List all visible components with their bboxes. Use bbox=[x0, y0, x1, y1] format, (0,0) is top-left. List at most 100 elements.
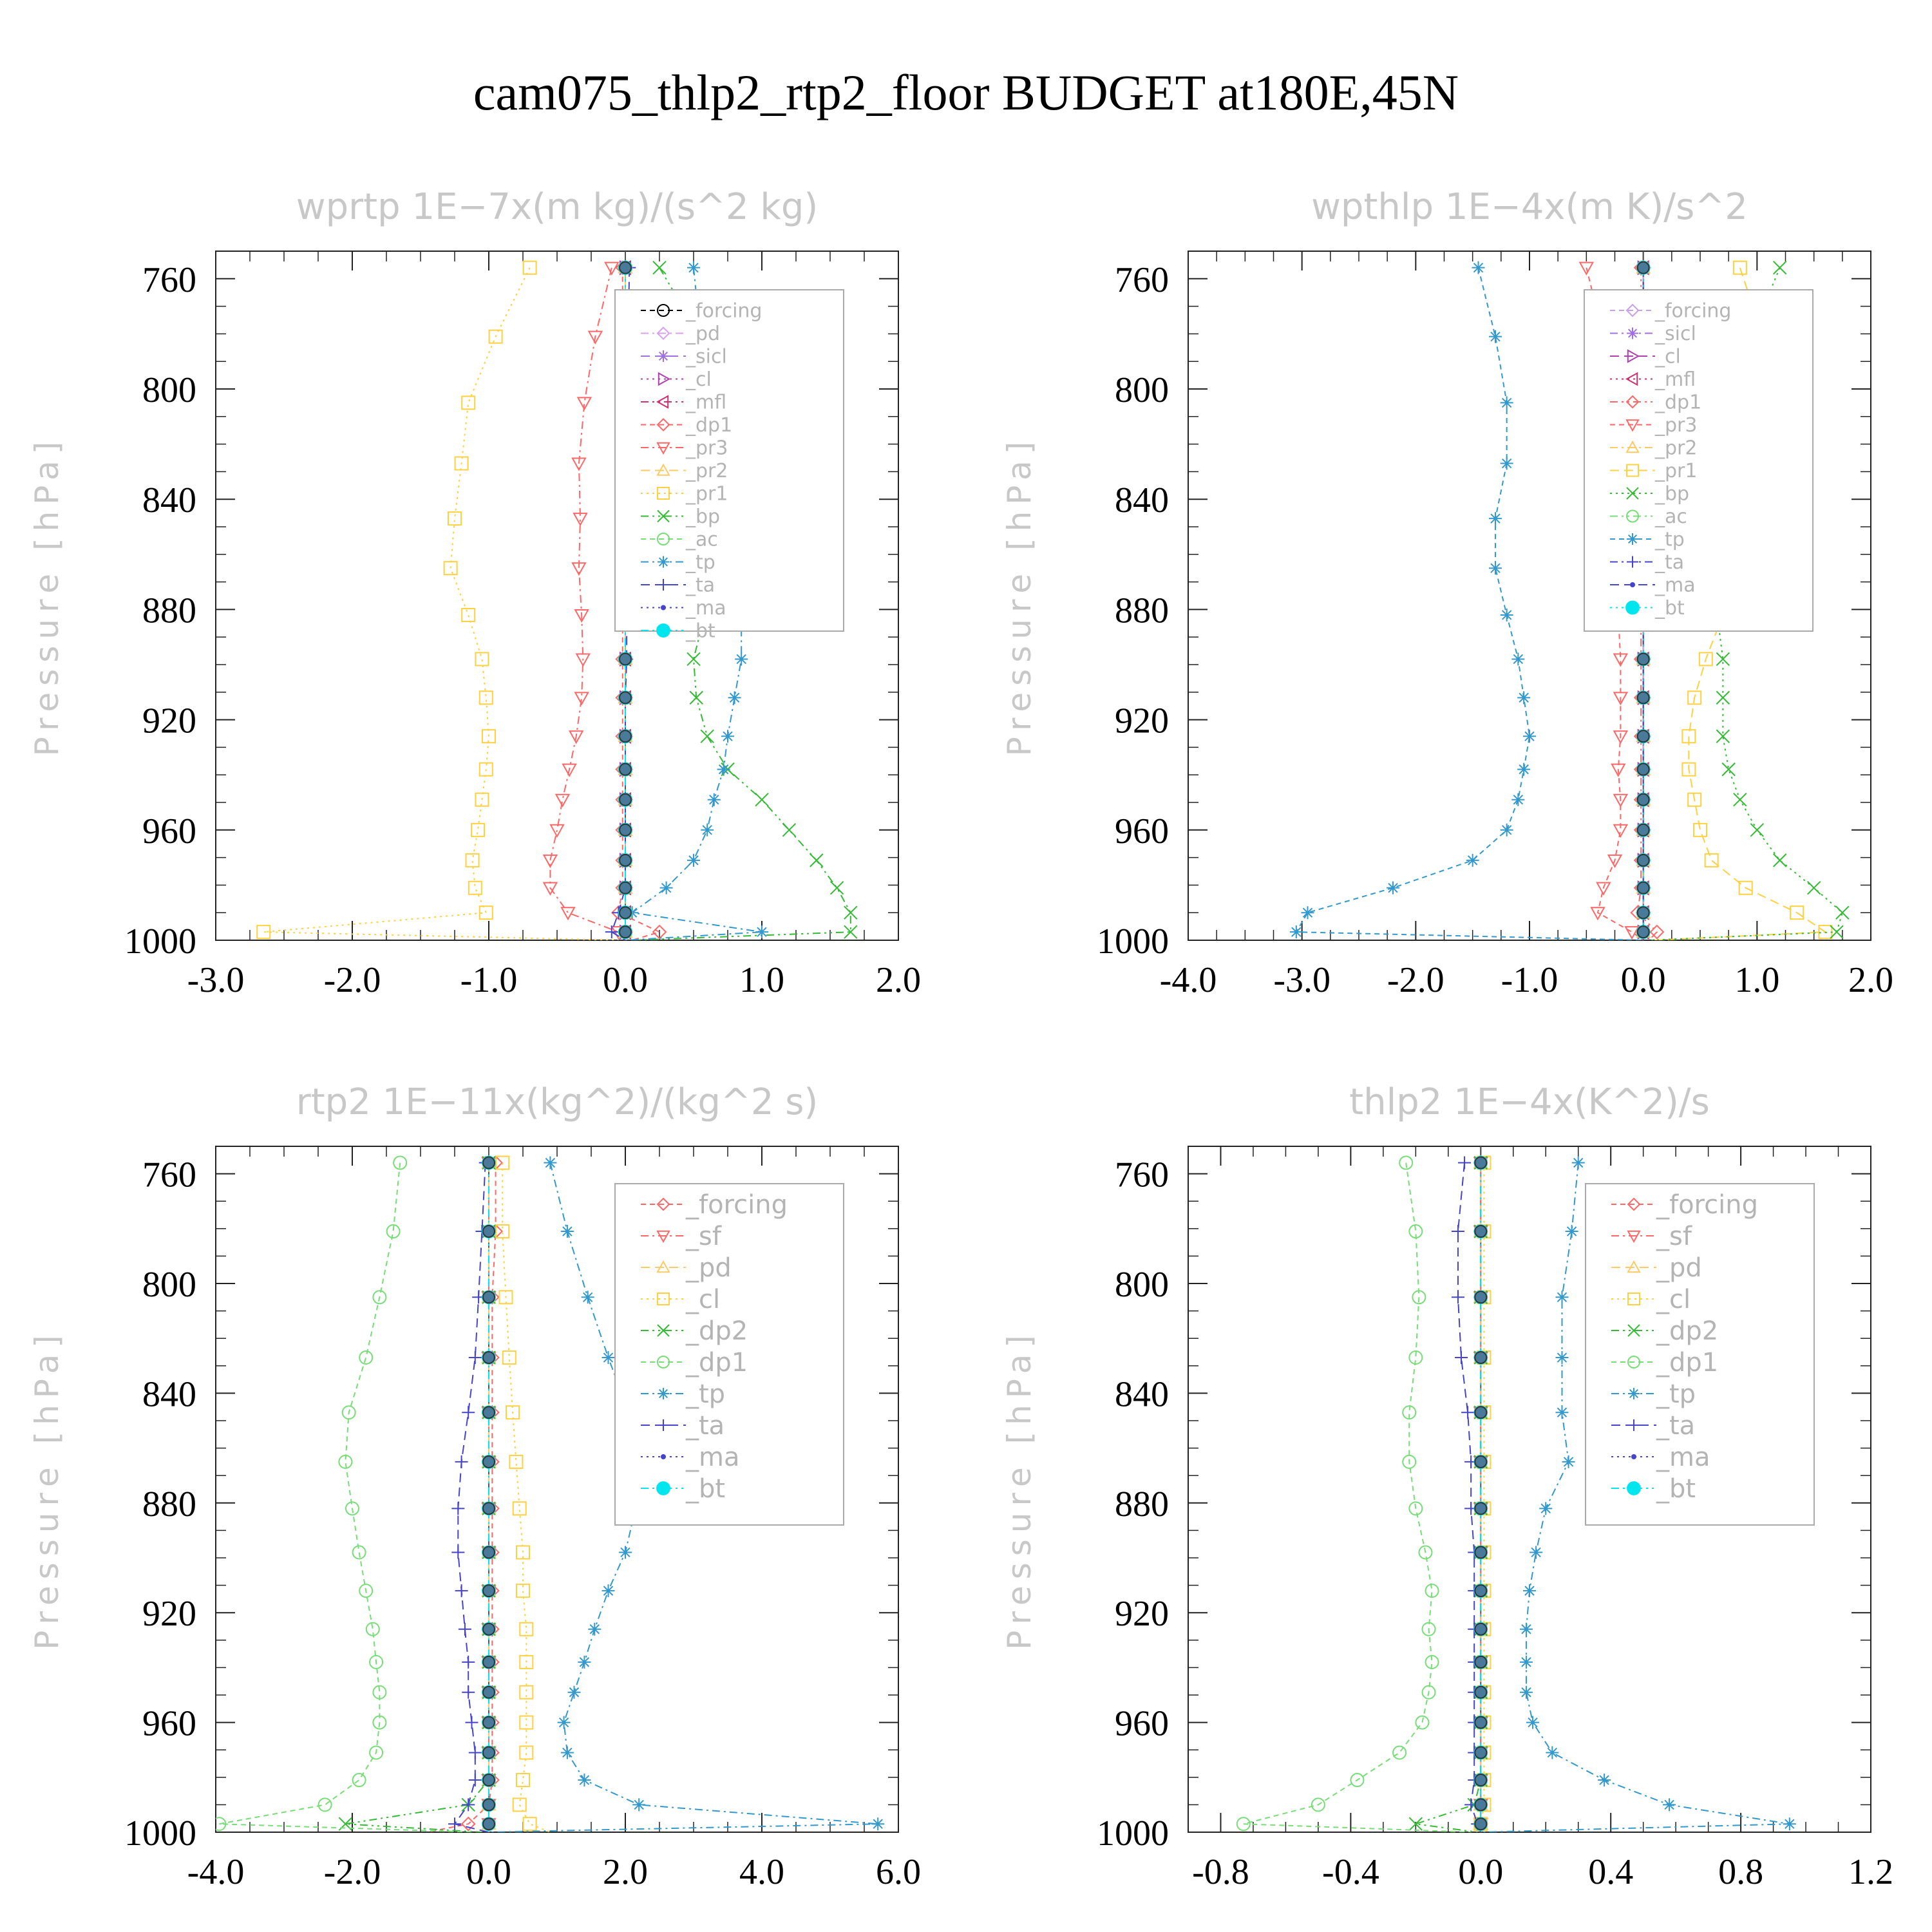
data-point bbox=[1301, 906, 1314, 920]
data-point bbox=[576, 397, 592, 411]
data-point bbox=[1392, 1745, 1407, 1760]
data-point bbox=[448, 1817, 461, 1831]
panel-title: thlp2 1E−4x(K^2)/s bbox=[1349, 1081, 1710, 1123]
data-point bbox=[573, 513, 588, 527]
legend-marker bbox=[1627, 1260, 1641, 1273]
x-tick-label: -0.8 bbox=[1192, 1852, 1249, 1892]
data-point bbox=[1611, 763, 1626, 777]
data-point bbox=[581, 1291, 594, 1304]
legend-item: _tp bbox=[1610, 529, 1685, 551]
data-point bbox=[365, 1622, 380, 1636]
stacked-zero-marker bbox=[1636, 730, 1650, 743]
legend-marker bbox=[1627, 349, 1640, 363]
data-point bbox=[522, 260, 537, 275]
data-point bbox=[632, 1798, 646, 1812]
data-point bbox=[1500, 608, 1513, 621]
legend-item: _tp bbox=[1611, 1379, 1696, 1409]
legend-item: _bt bbox=[1611, 1474, 1696, 1504]
legend-marker bbox=[661, 1454, 666, 1459]
series-line bbox=[427, 1162, 497, 1832]
legend-marker bbox=[657, 304, 670, 317]
y-tick-label: 960 bbox=[142, 811, 196, 851]
data-point bbox=[1562, 1455, 1575, 1468]
legend-item: _pd bbox=[641, 323, 720, 345]
data-point bbox=[1489, 512, 1502, 526]
legend-item: _tp bbox=[641, 551, 715, 574]
data-point bbox=[1750, 823, 1765, 837]
legend-marker bbox=[656, 1260, 670, 1273]
legend-label: _tp bbox=[685, 551, 715, 574]
series-line bbox=[488, 1162, 878, 1832]
data-point bbox=[1663, 1798, 1676, 1812]
data-point bbox=[1565, 1225, 1578, 1238]
data-point bbox=[359, 1584, 374, 1598]
legend-label: _ma bbox=[1654, 574, 1696, 597]
y-tick-label: 840 bbox=[142, 1374, 196, 1414]
legend-item: _dp1 bbox=[641, 414, 732, 437]
series-line bbox=[219, 1162, 475, 1832]
data-point bbox=[216, 1817, 227, 1832]
data-point bbox=[1519, 1655, 1533, 1669]
stacked-zero-marker bbox=[482, 1546, 495, 1559]
legend-marker bbox=[656, 442, 670, 455]
legend-label: _dp1 bbox=[1656, 1348, 1718, 1378]
x-tick-label: -2.0 bbox=[324, 960, 381, 1000]
stacked-zero-marker bbox=[1474, 1655, 1488, 1669]
data-point bbox=[468, 880, 482, 895]
stacked-zero-marker bbox=[482, 1746, 495, 1759]
data-point bbox=[1590, 907, 1605, 921]
series-line bbox=[549, 267, 626, 940]
legend-label: _sicl bbox=[1654, 323, 1696, 345]
data-point bbox=[1704, 853, 1719, 867]
x-tick-label: 2.0 bbox=[876, 960, 921, 1000]
x-tick-label: 0.0 bbox=[603, 960, 648, 1000]
data-point bbox=[359, 1350, 374, 1365]
stacked-zero-marker bbox=[619, 691, 632, 705]
figure-title: cam075_thlp2_rtp2_floor BUDGET at180E,45… bbox=[473, 64, 1459, 120]
legend-item: _sf bbox=[641, 1222, 722, 1251]
data-point bbox=[1451, 1225, 1464, 1238]
data-point bbox=[605, 925, 618, 939]
legend-item: _dp2 bbox=[1611, 1316, 1718, 1346]
stacked-zero-marker bbox=[619, 261, 632, 274]
data-point bbox=[1236, 1817, 1251, 1832]
legend-item: _ac bbox=[1610, 506, 1687, 528]
y-tick-label: 840 bbox=[1115, 1374, 1169, 1414]
data-point bbox=[1716, 729, 1730, 743]
data-point bbox=[687, 652, 701, 667]
series-dp2 bbox=[338, 1155, 496, 1832]
stacked-zero-marker bbox=[1636, 906, 1650, 920]
series-line bbox=[1481, 1162, 1790, 1832]
data-point bbox=[574, 692, 589, 706]
legend-item: _tp bbox=[641, 1379, 725, 1409]
data-point bbox=[451, 1546, 465, 1559]
data-point bbox=[782, 823, 797, 837]
data-point bbox=[717, 762, 730, 776]
data-point bbox=[502, 1350, 516, 1365]
data-point bbox=[687, 261, 700, 274]
legend-item: _ac bbox=[641, 529, 718, 551]
legend-item: _cl bbox=[641, 1285, 720, 1314]
legend: _forcing_pd_sicl_cl_mfl_dp1_pr3_pr2_pr1_… bbox=[614, 289, 844, 643]
legend-marker bbox=[1627, 556, 1638, 568]
stacked-zero-marker bbox=[1636, 925, 1650, 939]
series-pr3 bbox=[542, 261, 627, 940]
legend-marker bbox=[1625, 372, 1638, 386]
legend-marker bbox=[658, 1388, 669, 1399]
data-point bbox=[1455, 1351, 1468, 1365]
stacked-zero-marker bbox=[619, 925, 632, 939]
series-dp1 bbox=[1236, 1155, 1472, 1832]
legend-item: _cl bbox=[1611, 1285, 1690, 1314]
y-tick-label: 920 bbox=[142, 1594, 196, 1634]
y-tick-label: 1000 bbox=[1097, 1814, 1169, 1853]
data-point bbox=[1489, 562, 1502, 575]
stacked-zero-marker bbox=[482, 1351, 495, 1365]
data-point bbox=[549, 824, 565, 838]
data-point bbox=[1421, 1622, 1436, 1636]
stacked-zero-marker bbox=[482, 1156, 495, 1170]
series-line bbox=[263, 267, 619, 940]
legend-box bbox=[1584, 289, 1814, 632]
legend-item: _pr3 bbox=[641, 437, 728, 460]
legend-item: _cl bbox=[641, 368, 712, 391]
y-tick-label: 960 bbox=[1115, 1704, 1169, 1744]
